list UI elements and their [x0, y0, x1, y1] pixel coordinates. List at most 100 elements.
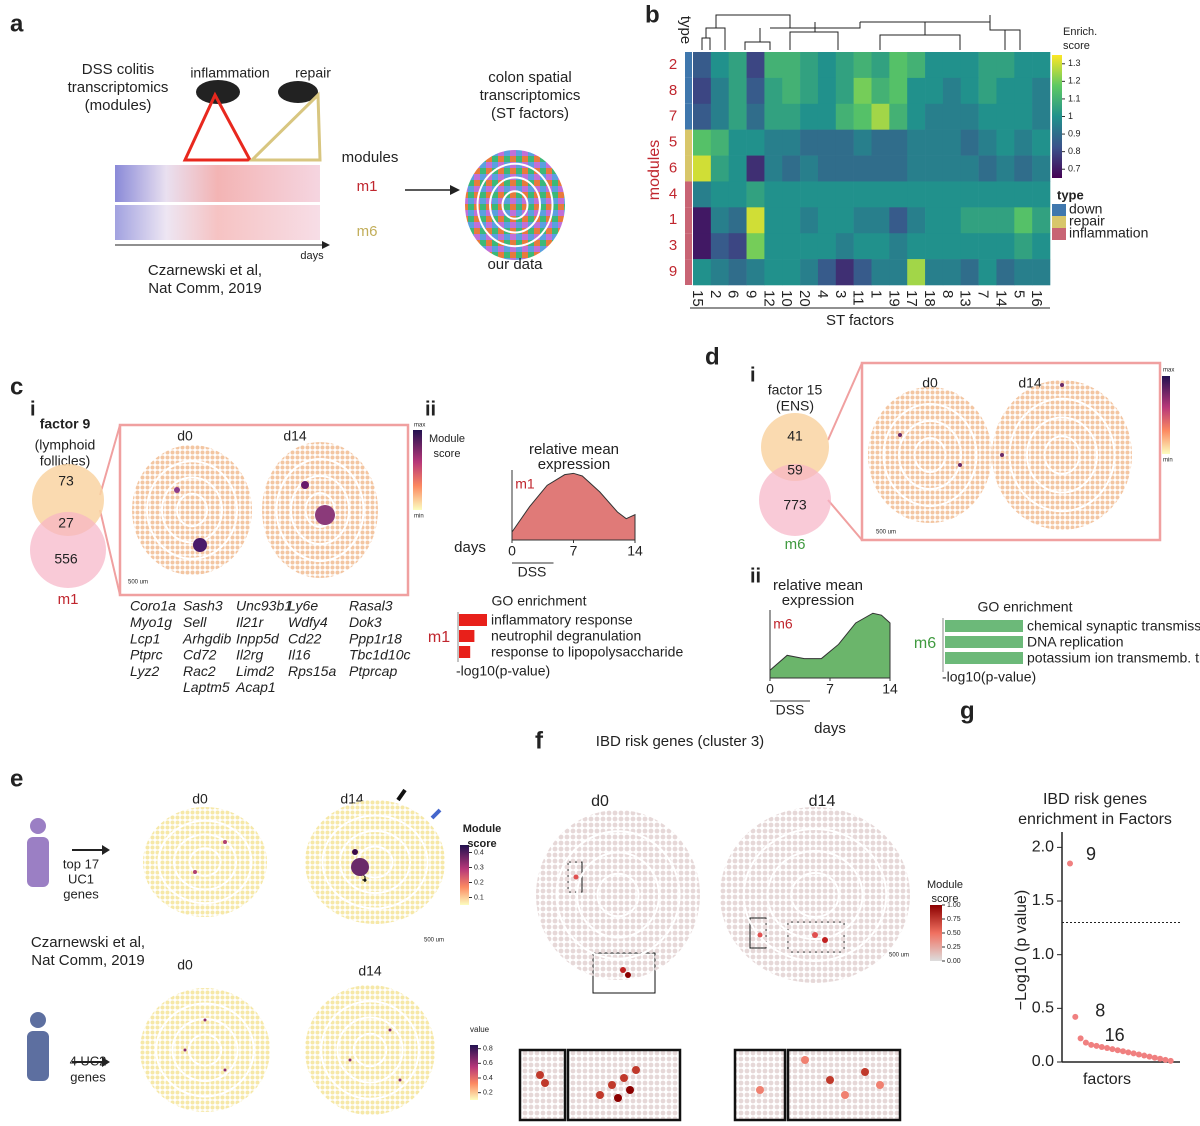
tissue-section — [143, 807, 267, 917]
heatmap-cell — [960, 129, 979, 156]
gene-name: Laptm5 — [183, 679, 230, 695]
heatmap-cell — [871, 129, 890, 156]
heatmap-cell — [907, 207, 926, 234]
label: our data — [487, 256, 543, 273]
row-label: 8 — [669, 82, 677, 99]
tissue-section — [305, 985, 435, 1115]
heatmap-cell — [835, 259, 854, 286]
module-label: m1 — [58, 591, 79, 608]
heatmap-cell — [996, 233, 1015, 260]
column-label: 7 — [975, 290, 992, 298]
link-triangle — [182, 91, 253, 162]
point — [1098, 1043, 1105, 1050]
gene-name: Arhgdib — [182, 630, 231, 646]
label: relative mean — [773, 577, 863, 594]
heatmap-cell — [871, 233, 890, 260]
heatmap-cell — [889, 77, 908, 105]
label: Module — [927, 879, 963, 891]
link-triangle — [248, 91, 322, 162]
label: transcriptomics — [68, 79, 169, 96]
tissue-section — [720, 807, 910, 983]
point — [1082, 1039, 1089, 1046]
type-cell — [685, 233, 692, 260]
gene-name: Acap1 — [235, 679, 276, 695]
hot-spot — [1000, 453, 1004, 457]
gene-name: Unc93b1 — [236, 598, 292, 614]
column-label: 4 — [814, 290, 831, 298]
axis-label: −Log10 (p value) — [1013, 890, 1030, 1011]
go-bar — [459, 630, 475, 642]
column-label: 11 — [850, 290, 867, 306]
hot-spot — [620, 967, 626, 973]
heatmap-cell — [817, 207, 837, 234]
heatmap-cell — [693, 155, 712, 182]
scale-label: 500 um — [876, 530, 896, 536]
type-cell — [685, 103, 692, 130]
row-label: 1 — [669, 211, 677, 228]
heatmap-cell — [728, 155, 747, 182]
heatmap-cell — [889, 155, 908, 182]
heatmap-cell — [1032, 103, 1051, 130]
heatmap-cell — [1014, 259, 1033, 286]
tissue-section — [132, 445, 252, 575]
colorbar-min: min — [414, 514, 424, 520]
point — [1077, 1035, 1084, 1042]
heatmap-cell — [942, 77, 962, 105]
gene-name: Coro1a — [130, 598, 176, 614]
heatmap-cell — [746, 233, 765, 260]
heatmap-cell — [764, 259, 783, 286]
expression-area — [769, 612, 891, 679]
heatmap-cell — [889, 52, 908, 79]
heatmap-cell — [853, 233, 872, 260]
colorbar-tick-label: 1.1 — [1068, 93, 1081, 103]
point — [1093, 1042, 1100, 1049]
colorbar-tick-label: 0.00 — [947, 958, 961, 965]
heatmap-cell — [960, 233, 979, 260]
heatmap-cell — [1032, 259, 1051, 286]
heatmap-cell — [996, 77, 1015, 105]
scale-label: 500 um — [424, 938, 444, 944]
x-tick-label: 0 — [766, 681, 774, 697]
label: (lymphoid — [35, 437, 96, 453]
heatmap-cell — [889, 259, 908, 286]
heatmap-cell — [942, 259, 962, 286]
heatmap-cell — [960, 181, 979, 208]
label: m6 — [357, 223, 378, 240]
heatmap-cell — [817, 155, 837, 182]
heatmap-cell — [1032, 233, 1051, 260]
heatmap-cell — [871, 103, 890, 130]
heatmap-cell — [871, 259, 890, 286]
gene-name: Il2rg — [236, 647, 263, 663]
axis-label: -log10(p-value) — [456, 663, 550, 679]
tissue-gap — [188, 847, 222, 877]
tissue-gap — [882, 403, 978, 507]
column-label: 18 — [921, 290, 938, 307]
heatmap-cell — [800, 103, 819, 130]
day-label: d0 — [177, 428, 193, 444]
heatmap-cell — [871, 77, 890, 105]
heatmap-cell — [853, 155, 872, 182]
module-label: m1 — [428, 629, 450, 646]
colorbar-max: max — [1163, 368, 1174, 374]
type-cell — [685, 129, 692, 156]
heatmap-cell — [693, 77, 712, 105]
column-label: 15 — [689, 290, 706, 307]
heatmap-cell — [925, 233, 944, 260]
hot-spot — [757, 932, 763, 938]
gene-name: Wdfy4 — [288, 614, 328, 630]
label: modules — [342, 149, 399, 166]
day-label: d14 — [358, 963, 382, 979]
day-label: d0 — [192, 791, 208, 807]
label: m1 — [357, 178, 378, 195]
heatmap-cell — [693, 52, 712, 79]
heatmap-image — [115, 205, 320, 240]
column-label: 8 — [939, 290, 956, 298]
colorbar-max: max — [414, 423, 425, 429]
tissue-gap — [742, 828, 888, 962]
heatmap-cell — [942, 233, 962, 260]
heatmap-cell — [764, 207, 783, 234]
column-label: 14 — [992, 290, 1009, 307]
module-label: m6 — [914, 635, 936, 652]
hot-spot — [174, 487, 180, 493]
